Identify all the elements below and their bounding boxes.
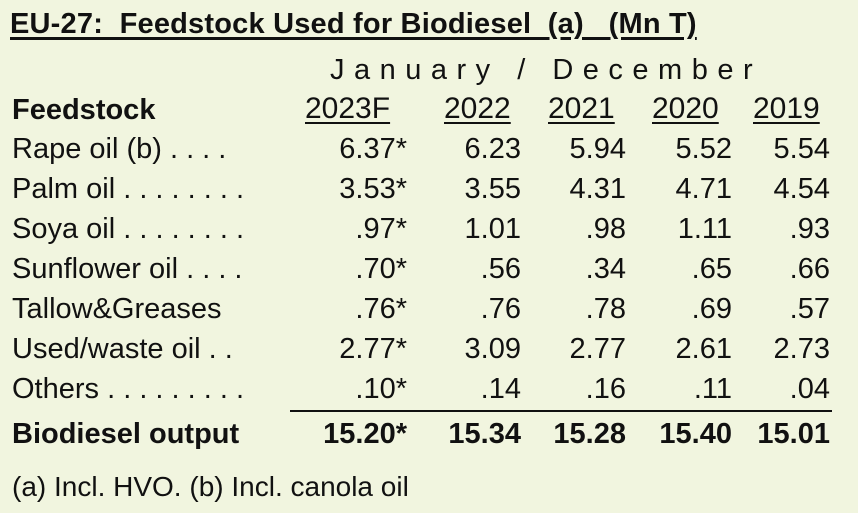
cell-2020: .65: [691, 253, 732, 285]
row-label: Tallow&Greases: [12, 293, 222, 325]
cell-2020: .11: [693, 373, 732, 405]
cell-2022: 6.23: [464, 133, 521, 165]
cell-2021: 5.94: [569, 133, 626, 165]
total-2021: 15.28: [553, 418, 626, 450]
year-header-2021: 2021: [548, 92, 615, 125]
row-label: Sunflower oil . . . .: [12, 253, 243, 285]
total-2020: 15.40: [659, 418, 732, 450]
cell-2019: 2.73: [773, 333, 830, 365]
total-2023f: 15.20*: [323, 418, 407, 450]
table-row: Palm oil . . . . . . . . 3.53* 3.55 4.31…: [0, 173, 858, 213]
period-label: January / December: [330, 54, 763, 86]
row-label: Rape oil (b) . . . .: [12, 133, 227, 165]
table-row: Soya oil . . . . . . . . .97* 1.01 .98 1…: [0, 213, 858, 253]
table-row: Tallow&Greases .76* .76 .78 .69 .57: [0, 293, 858, 333]
cell-2023f: 6.37*: [339, 133, 407, 165]
cell-2022: 1.01: [464, 213, 521, 245]
cell-2019: .04: [789, 373, 830, 405]
cell-2022: .14: [480, 373, 521, 405]
year-header-2019: 2019: [753, 92, 820, 125]
cell-2019: .66: [789, 253, 830, 285]
row-label: Used/waste oil . .: [12, 333, 233, 365]
total-rule-divider: [290, 410, 832, 412]
cell-2019: .93: [789, 213, 830, 245]
cell-2022: 3.55: [464, 173, 521, 205]
year-header-2023f: 2023F: [305, 92, 391, 125]
year-header-2020: 2020: [652, 92, 719, 125]
table-row: Sunflower oil . . . . .70* .56 .34 .65 .…: [0, 253, 858, 293]
cell-2019: 5.54: [773, 133, 830, 165]
table-row: Others . . . . . . . . . .10* .14 .16 .1…: [0, 373, 858, 413]
feedstock-column-header: Feedstock: [12, 94, 156, 126]
cell-2020: 4.71: [675, 173, 732, 205]
cell-2020: 2.61: [675, 333, 732, 365]
cell-2020: .69: [691, 293, 732, 325]
cell-2019: .57: [789, 293, 830, 325]
footnote: (a) Incl. HVO. (b) Incl. canola oil: [12, 471, 409, 502]
table-row: Rape oil (b) . . . . 6.37* 6.23 5.94 5.5…: [0, 133, 858, 173]
cell-2023f: .70*: [355, 253, 407, 285]
cell-2021: .78: [585, 293, 626, 325]
cell-2019: 4.54: [773, 173, 830, 205]
total-row: Biodiesel output 15.20* 15.34 15.28 15.4…: [0, 418, 858, 458]
cell-2022: .56: [480, 253, 521, 285]
table-row: Used/waste oil . . 2.77* 3.09 2.77 2.61 …: [0, 333, 858, 373]
cell-2021: 4.31: [569, 173, 626, 205]
cell-2023f: .10*: [355, 373, 407, 405]
total-2022: 15.34: [448, 418, 521, 450]
row-label: Soya oil . . . . . . . .: [12, 213, 245, 245]
cell-2021: .34: [585, 253, 626, 285]
cell-2022: .76: [480, 293, 521, 325]
total-label: Biodiesel output: [12, 418, 240, 450]
cell-2021: .16: [585, 373, 626, 405]
cell-2023f: .97*: [355, 213, 407, 245]
table-title: EU-27: Feedstock Used for Biodiesel (a) …: [10, 8, 697, 40]
cell-2023f: 3.53*: [339, 173, 407, 205]
row-label: Palm oil . . . . . . . .: [12, 173, 245, 205]
cell-2020: 1.11: [677, 213, 732, 245]
year-header-2022: 2022: [444, 92, 511, 125]
row-label: Others . . . . . . . . .: [12, 373, 245, 405]
cell-2023f: .76*: [355, 293, 407, 325]
cell-2021: .98: [585, 213, 626, 245]
total-2019: 15.01: [757, 418, 830, 450]
cell-2023f: 2.77*: [339, 333, 407, 365]
cell-2022: 3.09: [464, 333, 521, 365]
cell-2020: 5.52: [675, 133, 732, 165]
cell-2021: 2.77: [569, 333, 626, 365]
